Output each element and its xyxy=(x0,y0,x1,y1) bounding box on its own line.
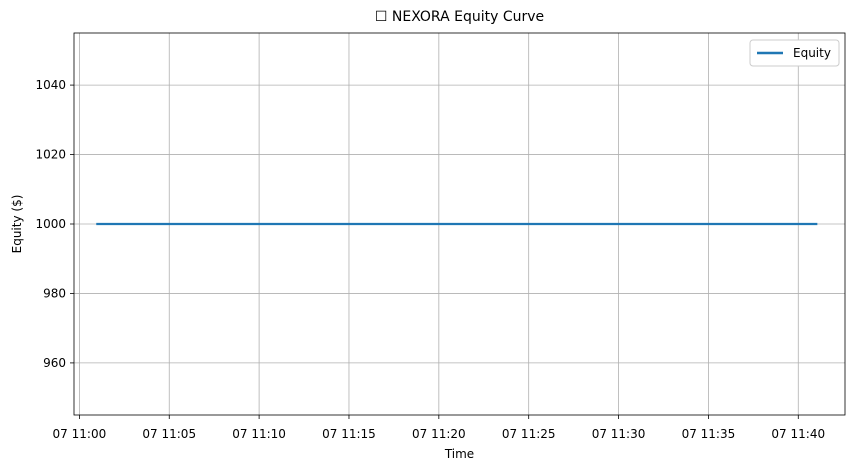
x-axis-label: Time xyxy=(444,447,474,461)
y-tick-label: 980 xyxy=(43,286,66,300)
x-tick-label: 07 11:00 xyxy=(53,427,107,441)
legend-box xyxy=(749,39,840,67)
x-tick-label: 07 11:40 xyxy=(771,427,825,441)
x-tick-label: 07 11:05 xyxy=(142,427,196,441)
x-tick-label: 07 11:20 xyxy=(412,427,466,441)
legend-label-equity: Equity xyxy=(793,46,831,60)
tick-layer: 07 11:00 07 11:05 07 11:10 07 11:15 07 11:20… xyxy=(35,78,825,441)
x-tick-label: 07 11:10 xyxy=(232,427,286,441)
x-tick-label: 07 11:30 xyxy=(592,427,646,441)
y-tick-label: 960 xyxy=(43,356,66,370)
y-tick-label: 1000 xyxy=(35,217,66,231)
y-tick-label: 1040 xyxy=(35,78,66,92)
legend: Equity xyxy=(749,39,840,67)
y-axis-label: Equity ($) xyxy=(10,195,24,254)
x-tick-label: 07 11:25 xyxy=(502,427,556,441)
x-tick-label: 07 11:35 xyxy=(682,427,736,441)
y-tick-label: 1020 xyxy=(35,148,66,162)
x-tick-label: 07 11:15 xyxy=(322,427,376,441)
chart-title: ☐ NEXORA Equity Curve xyxy=(375,9,544,25)
